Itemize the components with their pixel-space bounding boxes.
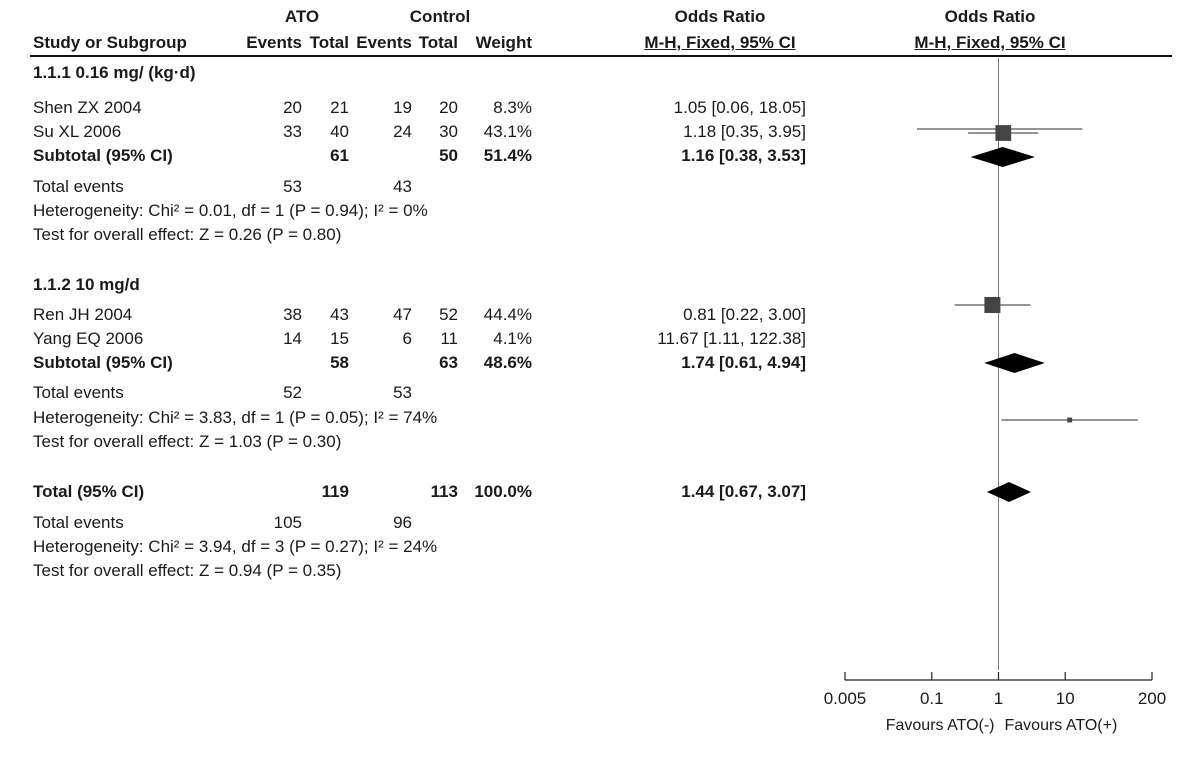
ato-events: 52 xyxy=(283,383,302,402)
ctrl-events: 6 xyxy=(402,329,412,348)
weight: 8.3% xyxy=(493,98,532,117)
study-name: Yang EQ 2006 xyxy=(33,329,144,348)
ctrl-events: 19 xyxy=(393,98,412,117)
or-ci: 1.44 [0.67, 3.07] xyxy=(681,482,806,501)
or-ci: 1.18 [0.35, 3.95] xyxy=(683,122,806,141)
heterogeneity-text: Heterogeneity: Chi² = 3.83, df = 1 (P = … xyxy=(33,408,438,427)
ato-events: 20 xyxy=(283,98,302,117)
heterogeneity-text: Heterogeneity: Chi² = 3.94, df = 3 (P = … xyxy=(33,537,438,556)
ato-events: 33 xyxy=(283,122,302,141)
favours-right-label: Favours ATO(+) xyxy=(1005,717,1118,734)
x-axis-tick-label: 10 xyxy=(1056,689,1075,708)
favours-left-label: Favours ATO(-) xyxy=(886,717,995,734)
subtotal-label: Subtotal (95% CI) xyxy=(33,146,173,165)
x-axis-tick-label: 0.1 xyxy=(920,689,944,708)
overall-effect-text: Test for overall effect: Z = 1.03 (P = 0… xyxy=(33,432,342,451)
weight: 4.1% xyxy=(493,329,532,348)
group-ato-header: ATO xyxy=(284,7,320,26)
col-ctrl-events-header: Events xyxy=(356,33,412,52)
ctrl-events: 47 xyxy=(393,305,412,324)
ato-total: 40 xyxy=(330,122,349,141)
weight: 48.6% xyxy=(483,353,532,372)
ctrl-total: 30 xyxy=(439,122,458,141)
col-or-table-header: M-H, Fixed, 95% CI xyxy=(644,33,796,52)
subgroup-title: 1.1.1 0.16 mg/ (kg·d) xyxy=(33,63,196,82)
ato-total: 43 xyxy=(330,305,349,324)
or-ci: 11.67 [1.11, 122.38] xyxy=(657,329,806,348)
weight: 44.4% xyxy=(483,305,532,324)
col-or-plot-header: M-H, Fixed, 95% CI xyxy=(914,33,1066,52)
ctrl-total: 52 xyxy=(439,305,458,324)
ctrl-total: 63 xyxy=(439,353,458,372)
total-label: Total (95% CI) xyxy=(33,482,145,501)
overall-effect-text: Test for overall effect: Z = 0.26 (P = 0… xyxy=(33,225,342,244)
ato-events: 53 xyxy=(283,177,302,196)
total-events-label: Total events xyxy=(33,177,124,196)
effect-square xyxy=(984,297,1001,313)
effect-square xyxy=(1067,417,1073,423)
overall-effect-text: Test for overall effect: Z = 0.94 (P = 0… xyxy=(33,561,342,580)
ato-events: 105 xyxy=(273,513,302,532)
ato-events: 38 xyxy=(283,305,302,324)
effect-square xyxy=(995,125,1012,141)
group-control-header: Control xyxy=(409,7,471,26)
summary-diamond xyxy=(970,147,1036,167)
heterogeneity-text: Heterogeneity: Chi² = 0.01, df = 1 (P = … xyxy=(33,201,428,220)
summary-diamond xyxy=(986,482,1031,502)
or-ci: 1.05 [0.06, 18.05] xyxy=(673,98,806,117)
ctrl-events: 96 xyxy=(393,513,412,532)
ctrl-events: 24 xyxy=(393,122,412,141)
study-name: Ren JH 2004 xyxy=(33,305,133,324)
or-ci: 1.74 [0.61, 4.94] xyxy=(681,353,806,372)
total-events-label: Total events xyxy=(33,383,124,402)
ctrl-events: 53 xyxy=(393,383,412,402)
subgroup-title: 1.1.2 10 mg/d xyxy=(33,275,140,294)
x-axis-tick-label: 200 xyxy=(1138,689,1166,708)
ctrl-events: 43 xyxy=(393,177,412,196)
x-axis-tick-label: 0.005 xyxy=(824,689,867,708)
ato-total: 21 xyxy=(330,98,349,117)
study-name: Su XL 2006 xyxy=(33,122,122,141)
col-weight-header: Weight xyxy=(475,33,532,52)
study-name: Shen ZX 2004 xyxy=(33,98,142,117)
col-ctrl-total-header: Total xyxy=(418,33,458,52)
x-axis-tick-label: 1 xyxy=(994,689,1003,708)
ato-total: 15 xyxy=(330,329,349,348)
odds-ratio-plot-header: Odds Ratio xyxy=(944,7,1036,26)
col-ato-total-header: Total xyxy=(309,33,349,52)
odds-ratio-table-header: Odds Ratio xyxy=(674,7,766,26)
or-ci: 1.16 [0.38, 3.53] xyxy=(681,146,806,165)
col-study-header: Study or Subgroup xyxy=(33,33,187,52)
ato-total: 119 xyxy=(321,482,349,501)
weight: 100.0% xyxy=(474,482,532,501)
ato-total: 61 xyxy=(330,146,349,165)
ctrl-total: 11 xyxy=(440,329,458,348)
col-ato-events-header: Events xyxy=(246,33,302,52)
subtotal-label: Subtotal (95% CI) xyxy=(33,353,173,372)
weight: 43.1% xyxy=(483,122,532,141)
ctrl-total: 113 xyxy=(430,482,458,501)
total-events-label: Total events xyxy=(33,513,124,532)
ato-events: 14 xyxy=(283,329,302,348)
summary-diamond xyxy=(984,353,1045,373)
or-ci: 0.81 [0.22, 3.00] xyxy=(683,305,806,324)
ctrl-total: 20 xyxy=(439,98,458,117)
ctrl-total: 50 xyxy=(439,146,458,165)
header-rule xyxy=(30,55,1172,57)
weight: 51.4% xyxy=(483,146,532,165)
ato-total: 58 xyxy=(330,353,349,372)
